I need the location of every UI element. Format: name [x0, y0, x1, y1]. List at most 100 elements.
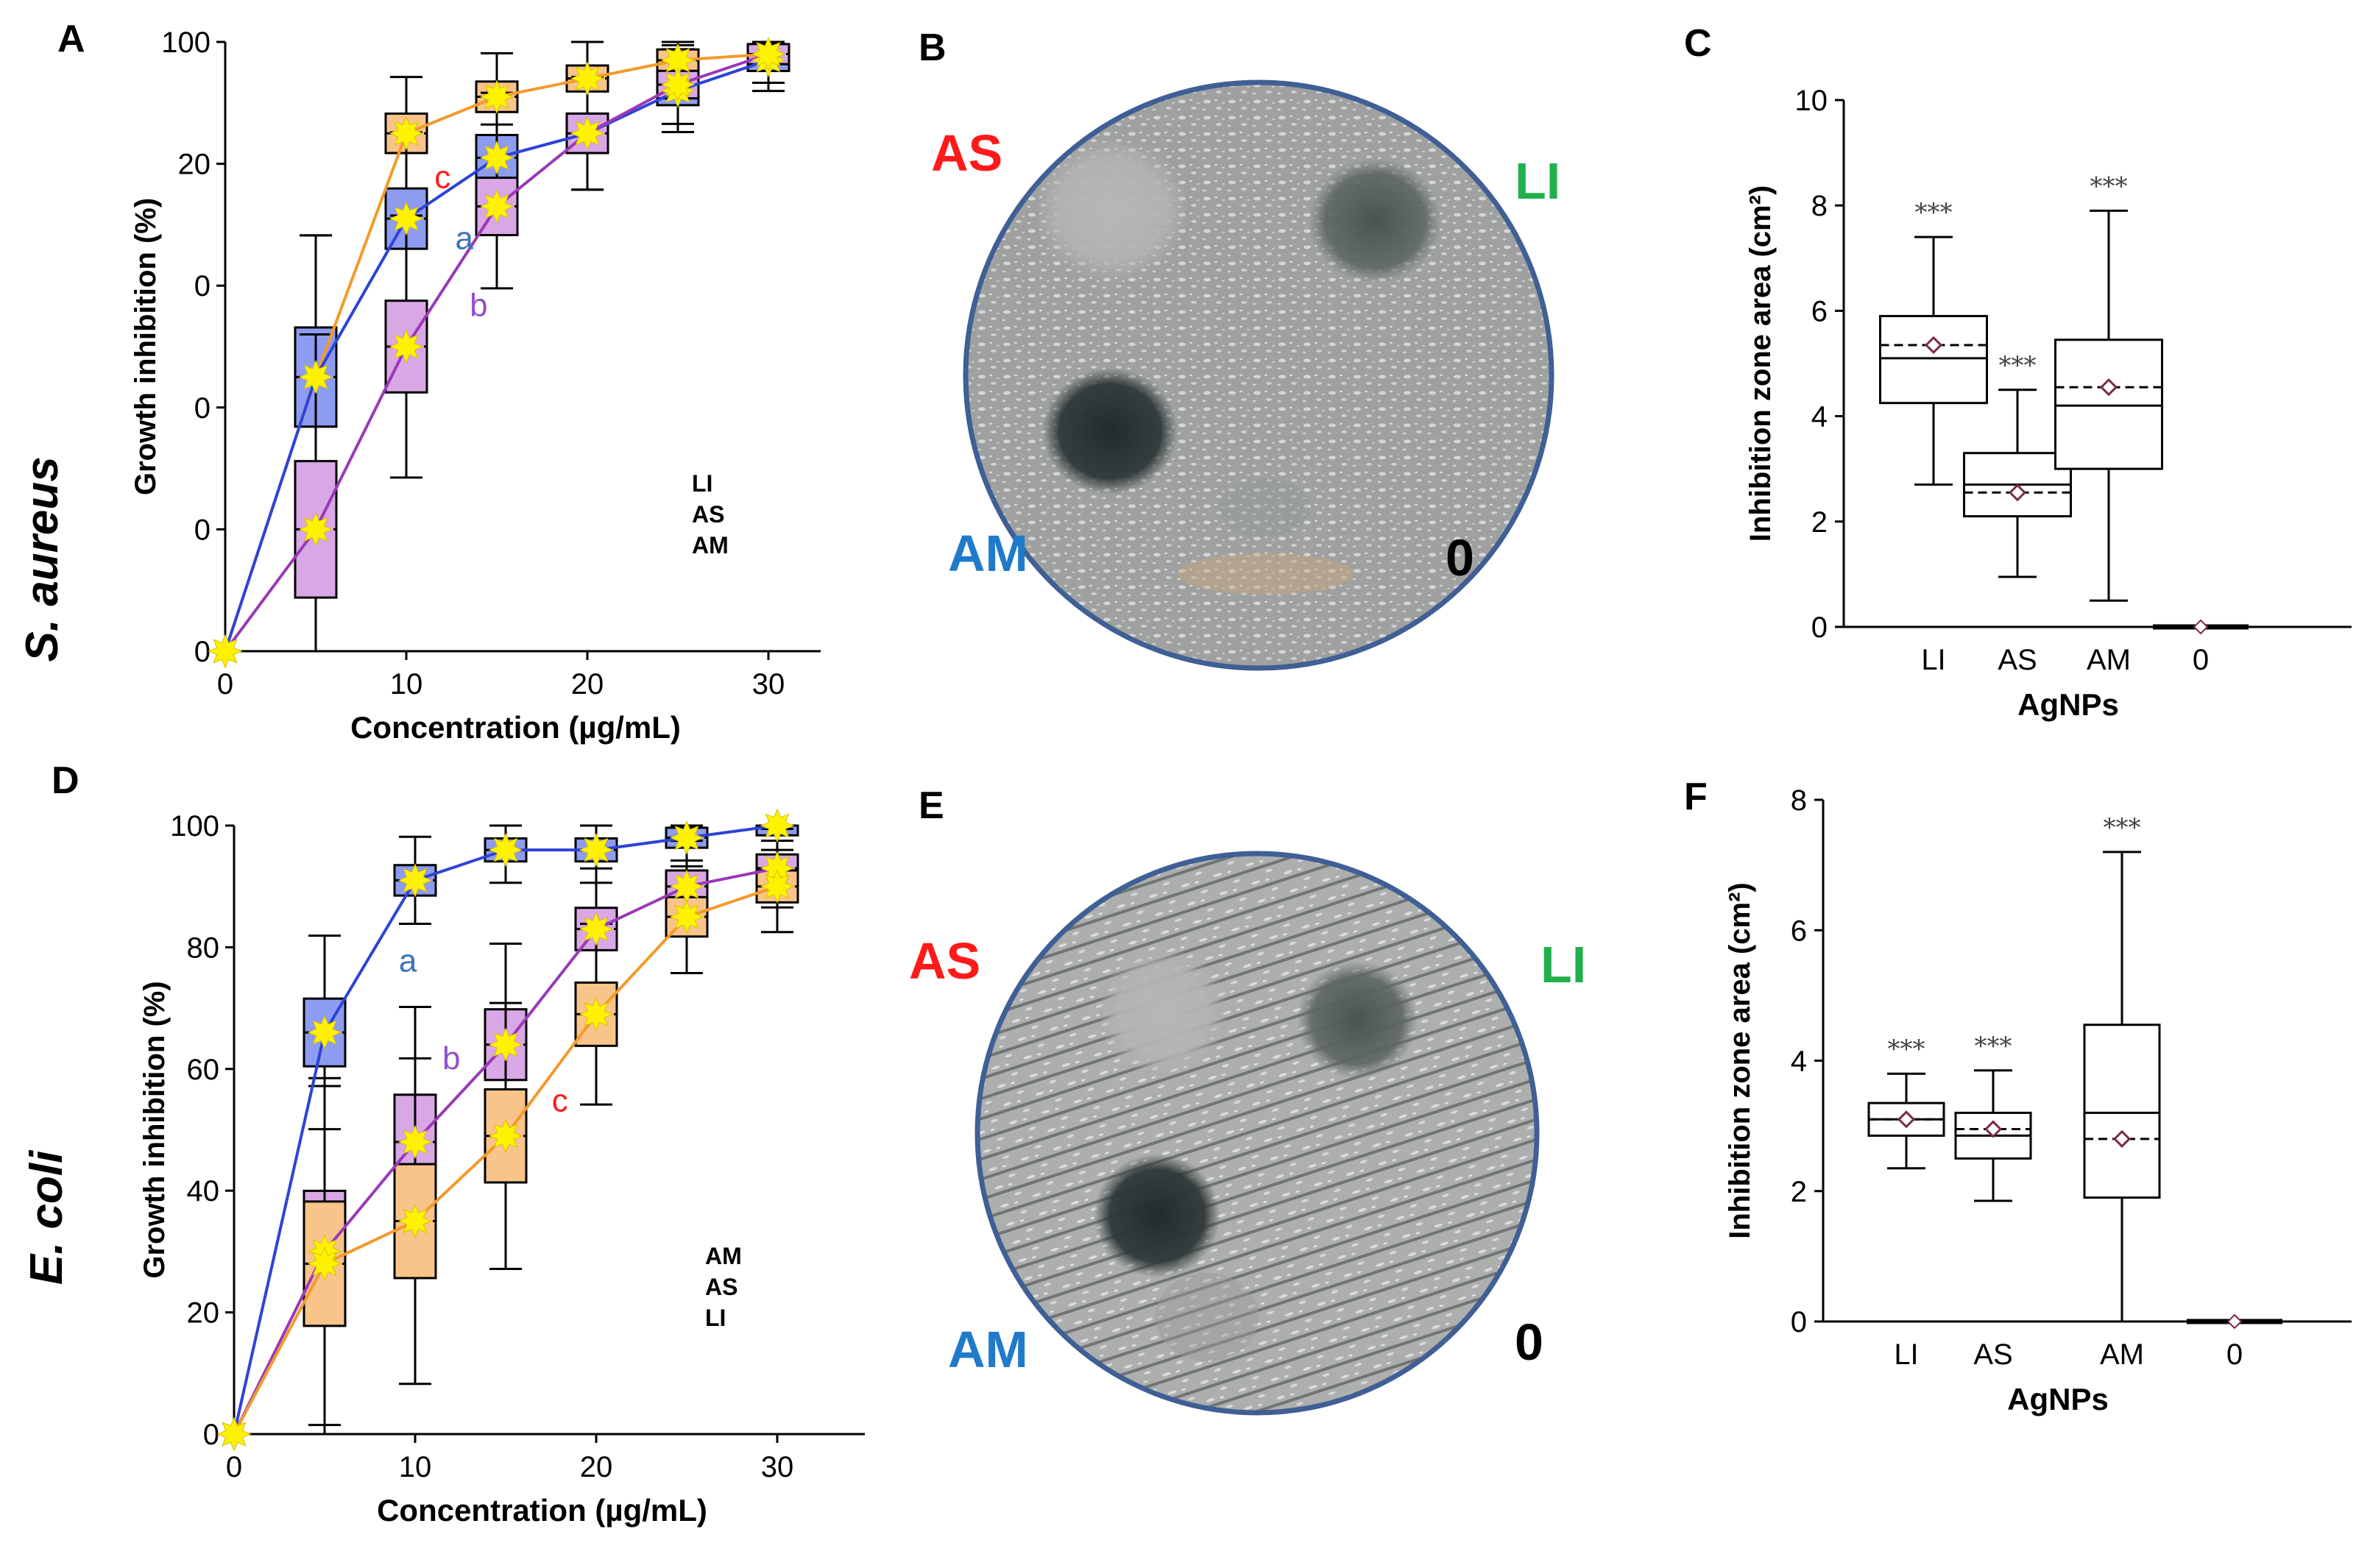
panel-label-a: A [57, 18, 85, 60]
data-point-AS [479, 141, 514, 175]
data-point-AS [488, 832, 523, 868]
y-tick-label: 2 [1811, 506, 1828, 539]
data-point-AS [307, 1015, 342, 1050]
plate-e: AS LI AM 0 [909, 851, 1586, 1416]
curve-label-c: c [552, 1083, 568, 1119]
plate-b-label-am: AM [948, 525, 1028, 582]
mean-marker [2099, 378, 2118, 397]
mean-marker [2193, 619, 2209, 635]
x-tick-label: 10 [399, 1451, 432, 1483]
y-tick-label: 60 [187, 1054, 220, 1086]
mean-marker [1924, 336, 1943, 355]
data-point-AM [579, 912, 614, 946]
data-point-LI [389, 116, 424, 151]
x-tick-label: 0 [217, 668, 233, 700]
y-tick-label: 6 [1811, 295, 1828, 327]
y-tick-label: 0 [194, 514, 211, 546]
y-tick-label: 4 [1811, 401, 1828, 433]
data-point-LI [488, 1118, 523, 1154]
x-tick-label: 30 [761, 1451, 794, 1483]
data-point-AM [488, 1027, 523, 1062]
plate-b-zone-li [1309, 158, 1441, 283]
y-tick-label: 8 [1791, 784, 1807, 817]
significance-label: *** [1888, 1035, 1925, 1064]
y-tick-label: 4 [1791, 1046, 1807, 1078]
mean-marker [2112, 1129, 2132, 1148]
legend-a-item: AS [692, 501, 724, 528]
x-tick-label: AM [2087, 644, 2131, 676]
y-axis-label: Inhibition zone area (cm²) [1744, 185, 1777, 542]
mean-marker [2226, 1313, 2243, 1330]
legend-d-item: AM [705, 1243, 742, 1269]
mean-marker [2008, 483, 2027, 502]
plate-e-rim [974, 851, 1540, 1416]
significance-label: *** [1915, 198, 1953, 227]
x-tick-label: LI [1894, 1338, 1918, 1371]
data-point-LI [579, 997, 614, 1032]
panel-label-e: E [919, 784, 944, 827]
plate-b-label-zero: 0 [1446, 529, 1474, 586]
y-axis-label: Inhibition zone area (cm²) [1724, 882, 1756, 1238]
plate-e-label-zero: 0 [1515, 1313, 1543, 1371]
x-tick-label: 0 [2226, 1338, 2243, 1371]
data-point-AM [660, 67, 696, 102]
curve-label-b: b [442, 1040, 460, 1076]
plate-e-label-am: AM [948, 1321, 1028, 1378]
significance-label: *** [2090, 171, 2128, 201]
plate-b-label-li: LI [1515, 152, 1560, 210]
data-point-LI [479, 79, 514, 114]
y-tick-label: 8 [1811, 190, 1828, 222]
significance-label: *** [1999, 351, 2037, 380]
y-tick-label: 100 [170, 810, 219, 842]
data-point-AM [208, 634, 243, 669]
chart-f-box-ecoli: 0 2 4 6 8 LI AS AM 0 AgNPs Inhibition zone area (c… [1724, 784, 2352, 1416]
data-point-AM [570, 116, 605, 151]
plate-e-zone-as [1097, 948, 1229, 1077]
box-AM [2054, 338, 2163, 470]
plate-b-zone-as [1034, 138, 1189, 282]
data-point-AM [479, 189, 514, 224]
x-tick-label: 0 [226, 1451, 242, 1483]
data-point-AS [760, 808, 795, 843]
data-point-AM [397, 1124, 433, 1160]
mean-marker [1897, 1110, 1916, 1129]
data-point-AM [751, 37, 786, 71]
y-axis-label: Growth inhibition (%) [138, 981, 171, 1278]
data-point-LI [397, 1204, 433, 1238]
y-tick-label: 0 [194, 392, 211, 425]
y-tick-label: 0 [194, 270, 211, 302]
panel-label-b: B [919, 26, 947, 69]
y-tick-label: 0 [1811, 611, 1828, 644]
data-point-AS [397, 863, 433, 898]
x-tick-label: AS [1973, 1338, 2012, 1371]
box-LI [1879, 315, 1988, 405]
data-point-LI [669, 899, 704, 934]
curve-label-c: c [434, 160, 450, 196]
legend-a-item: LI [692, 470, 712, 497]
data-point-AM [389, 329, 424, 364]
chart-d-line-ecoli: 0 20 40 60 80 100 0 10 20 30 Concentration (µg/mL)… [138, 808, 865, 1528]
organism-label-top: S. aureus [17, 456, 68, 661]
legend-a: LI AS AM [692, 470, 729, 558]
data-point-AS [298, 360, 333, 394]
x-tick-label: 0 [2193, 644, 2209, 676]
box-AM [2083, 1024, 2161, 1199]
data-point-AM [669, 869, 704, 904]
panel-label-f: F [1684, 776, 1708, 818]
y-tick-label: 20 [187, 1297, 220, 1330]
plate-e-label-li: LI [1540, 936, 1586, 993]
y-axis-label: Growth inhibition (%) [130, 198, 162, 495]
plate-e-zone-am [1094, 1154, 1220, 1277]
x-tick-label: 30 [752, 668, 785, 700]
data-point-AM [298, 512, 333, 547]
curve-label-a: a [455, 221, 473, 257]
data-point-AS [579, 832, 614, 868]
plate-e-zone-li [1297, 961, 1418, 1079]
x-tick-label: 10 [390, 668, 423, 700]
x-tick-label: 20 [571, 668, 604, 700]
y-tick-label: 20 [178, 149, 211, 181]
plate-b-zone-am [1042, 368, 1178, 494]
plate-b-rim [963, 79, 1554, 671]
data-point-AS [669, 820, 704, 855]
